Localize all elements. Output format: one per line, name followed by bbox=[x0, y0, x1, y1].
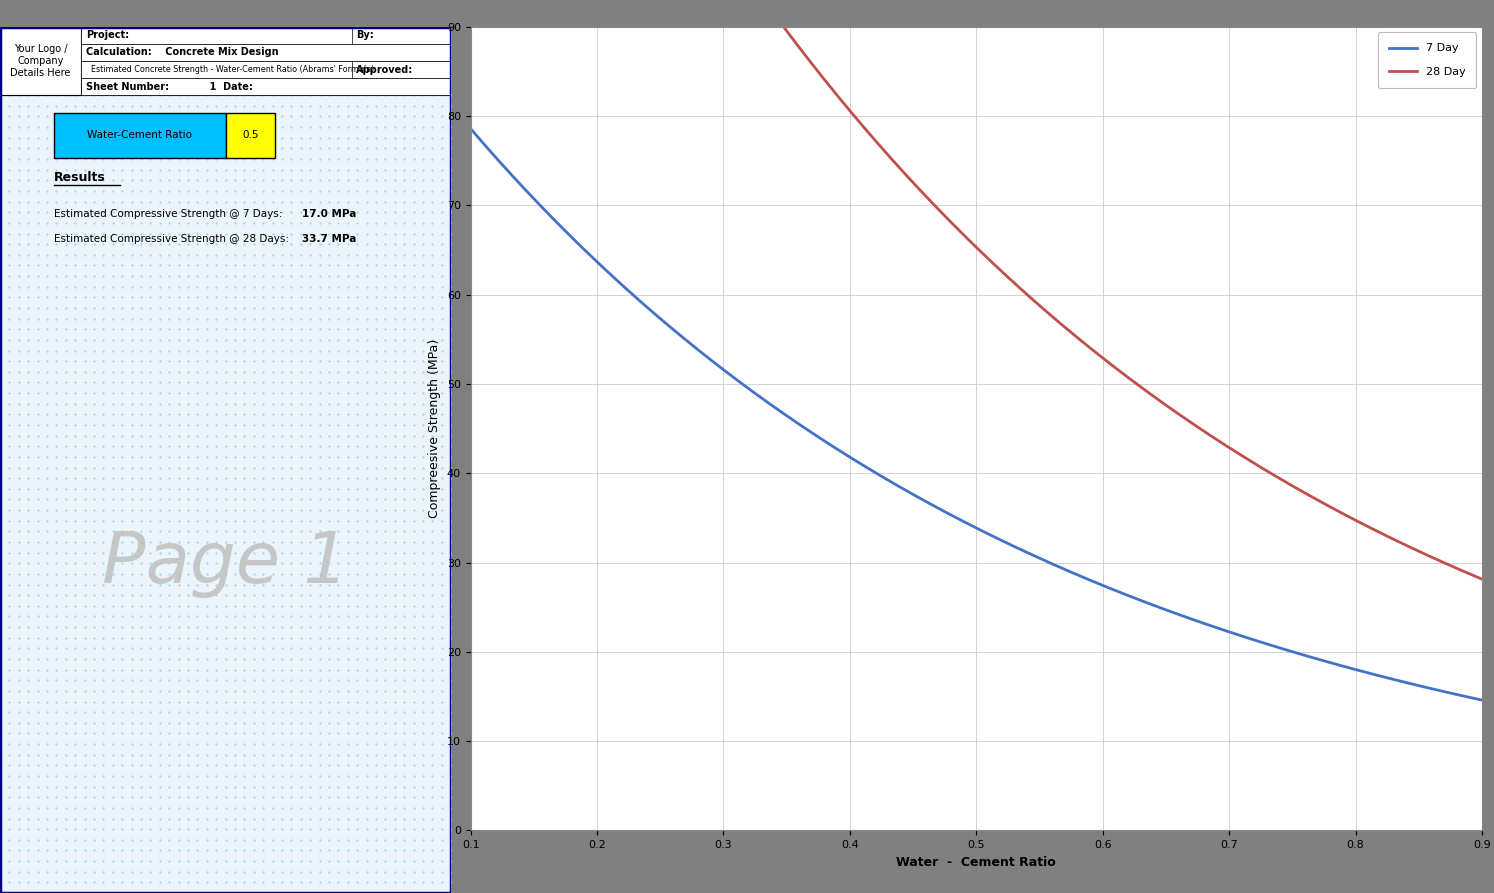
Line: 28 Day: 28 Day bbox=[471, 0, 1482, 580]
Bar bbox=[0, 27, 81, 96]
Text: Water-Cement Ratio: Water-Cement Ratio bbox=[87, 130, 193, 140]
28 Day bbox=[1064, 329, 1082, 339]
Text: Calculation:    Concrete Mix Design: Calculation: Concrete Mix Design bbox=[85, 47, 278, 57]
Bar bbox=[353, 61, 451, 78]
FancyBboxPatch shape bbox=[54, 113, 226, 157]
Bar bbox=[81, 44, 451, 61]
Bar bbox=[81, 78, 451, 96]
28 Day bbox=[1473, 574, 1491, 585]
28 Day bbox=[1291, 485, 1309, 496]
7 Day bbox=[462, 123, 480, 134]
Text: 33.7 MPa: 33.7 MPa bbox=[302, 234, 357, 244]
28 Day bbox=[1449, 563, 1467, 574]
28 Day bbox=[1008, 281, 1026, 292]
Bar bbox=[81, 27, 451, 44]
Line: 7 Day: 7 Day bbox=[471, 129, 1482, 700]
Text: Approved:: Approved: bbox=[357, 64, 414, 74]
28 Day bbox=[943, 217, 961, 228]
Bar bbox=[0, 27, 451, 96]
Y-axis label: Compreesive Strength (MPa): Compreesive Strength (MPa) bbox=[429, 339, 441, 518]
X-axis label: Water  -  Cement Ratio: Water - Cement Ratio bbox=[896, 855, 1056, 869]
Text: Estimated Concrete Strength - Water-Cement Ratio (Abrams' Formula): Estimated Concrete Strength - Water-Ceme… bbox=[85, 65, 374, 74]
7 Day bbox=[1449, 689, 1467, 700]
Text: 17.0 MPa: 17.0 MPa bbox=[302, 209, 357, 219]
Text: Your Logo /
Company
Details Here: Your Logo / Company Details Here bbox=[10, 45, 70, 78]
7 Day bbox=[949, 513, 967, 523]
28 Day bbox=[949, 223, 967, 234]
Legend: 7 Day, 28 Day: 7 Day, 28 Day bbox=[1377, 32, 1476, 88]
Text: Sheet Number:            1  Date:: Sheet Number: 1 Date: bbox=[85, 81, 252, 92]
Text: Project:: Project: bbox=[85, 30, 128, 40]
7 Day bbox=[1064, 567, 1082, 578]
7 Day bbox=[1008, 543, 1026, 554]
Text: Estimated Compressive Strength @ 28 Days:: Estimated Compressive Strength @ 28 Days… bbox=[54, 234, 290, 244]
Bar bbox=[353, 27, 451, 44]
Text: By:: By: bbox=[357, 30, 374, 40]
Bar bbox=[81, 61, 451, 78]
FancyBboxPatch shape bbox=[226, 113, 275, 157]
7 Day bbox=[1473, 695, 1491, 705]
Text: 0.5: 0.5 bbox=[242, 130, 258, 140]
Text: Page 1: Page 1 bbox=[102, 530, 350, 598]
7 Day bbox=[1291, 648, 1309, 659]
Text: Results: Results bbox=[54, 171, 106, 184]
Text: Estimated Compressive Strength @ 7 Days:: Estimated Compressive Strength @ 7 Days: bbox=[54, 209, 282, 219]
7 Day bbox=[943, 510, 961, 521]
